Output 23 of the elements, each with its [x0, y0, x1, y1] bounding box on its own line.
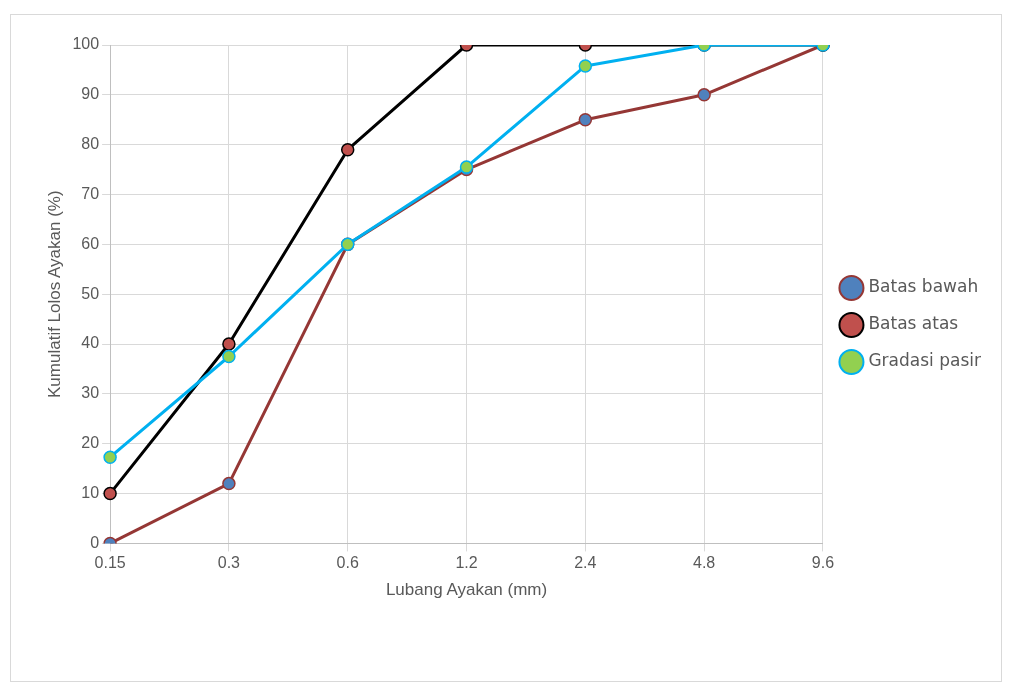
- y-tick-label: 60: [81, 234, 100, 252]
- x-tick-label: 0.15: [94, 554, 126, 572]
- legend-label: Gradasi pasir: [868, 350, 982, 371]
- y-tick-label: 40: [81, 334, 100, 352]
- x-tick-label: 4.8: [693, 554, 716, 572]
- y-tick-label: 10: [81, 483, 100, 501]
- legend-label: Batas bawah: [868, 276, 979, 297]
- y-axis-title: Kumulatif Lolos Ayakan (%): [44, 190, 64, 398]
- x-tick-label: 0.3: [217, 554, 241, 572]
- y-tick-label: 100: [72, 35, 100, 53]
- y-tick-label: 80: [81, 135, 100, 153]
- y-tick-label: 50: [81, 284, 100, 302]
- x-tick-label: 1.2: [455, 554, 478, 572]
- y-tick-label: 30: [81, 384, 100, 402]
- x-tick-label: 9.6: [811, 554, 835, 572]
- y-tick-label: 20: [81, 434, 100, 452]
- y-tick-label: 90: [81, 85, 100, 103]
- y-tick-label: 0: [90, 533, 100, 551]
- legend-label: Batas atas: [868, 313, 959, 334]
- y-tick-label: 70: [81, 184, 100, 202]
- x-tick-label: 2.4: [574, 554, 597, 572]
- x-tick-label: 0.6: [336, 554, 359, 572]
- x-axis-title: Lubang Ayakan (mm): [385, 580, 548, 600]
